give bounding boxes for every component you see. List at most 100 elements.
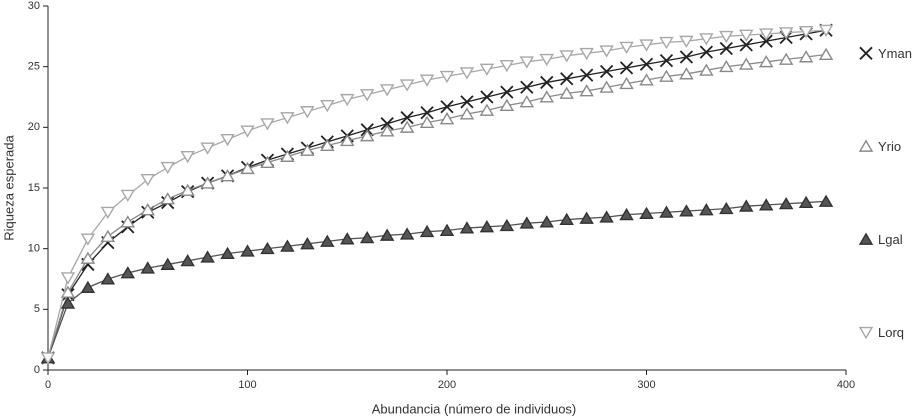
marker	[439, 112, 455, 125]
marker	[579, 211, 594, 224]
marker	[280, 239, 295, 252]
legend-label: Yrio	[878, 139, 901, 154]
marker	[539, 53, 554, 67]
marker	[719, 201, 734, 215]
marker	[559, 86, 574, 99]
y-tick-label: 30	[28, 0, 40, 12]
marker	[798, 25, 814, 39]
series-line	[47, 29, 827, 359]
marker	[659, 53, 674, 68]
marker	[639, 57, 654, 71]
marker	[778, 196, 794, 210]
marker	[818, 194, 834, 207]
x-tick-label: 200	[438, 379, 456, 391]
marker	[479, 103, 495, 116]
legend-label: Lorq	[878, 325, 904, 340]
legend-label: Lgal	[878, 232, 903, 247]
marker	[699, 63, 714, 76]
marker	[599, 45, 614, 58]
marker	[559, 50, 574, 63]
marker	[260, 241, 275, 255]
marker	[599, 64, 614, 79]
legend-marker	[858, 232, 874, 245]
marker	[719, 41, 733, 56]
x-tick-label: 100	[238, 379, 256, 391]
marker	[499, 98, 515, 111]
marker	[759, 34, 773, 48]
marker	[359, 89, 375, 102]
marker	[639, 73, 654, 86]
marker	[100, 272, 116, 285]
marker	[679, 204, 694, 217]
marker	[559, 212, 574, 226]
marker	[180, 150, 195, 164]
marker	[439, 223, 455, 236]
marker	[220, 169, 235, 182]
marker	[240, 125, 255, 138]
y-tick-label: 10	[28, 243, 40, 255]
marker	[419, 74, 435, 87]
marker	[599, 80, 614, 93]
marker	[100, 229, 116, 243]
marker	[120, 189, 136, 203]
marker	[419, 224, 435, 238]
marker	[40, 352, 56, 365]
marker	[758, 198, 774, 211]
marker	[60, 296, 76, 309]
marker	[699, 45, 713, 59]
marker	[639, 39, 654, 52]
marker	[798, 50, 814, 63]
marker	[160, 161, 175, 175]
marker	[619, 41, 634, 55]
marker	[499, 59, 515, 73]
marker	[180, 183, 195, 196]
marker	[619, 61, 634, 75]
marker	[719, 30, 734, 44]
marker	[140, 261, 155, 274]
x-axis-label: Abundancia (número de individuos)	[372, 401, 577, 416]
marker	[80, 280, 96, 293]
marker	[499, 218, 515, 232]
marker	[479, 63, 495, 76]
marker	[320, 234, 335, 247]
y-tick-label: 0	[34, 364, 40, 376]
marker	[659, 205, 674, 218]
marker	[479, 220, 495, 233]
marker	[380, 117, 394, 131]
marker	[459, 67, 475, 80]
marker	[519, 216, 535, 229]
marker	[639, 206, 654, 219]
marker	[359, 230, 375, 244]
marker	[180, 254, 195, 267]
marker	[739, 29, 754, 42]
marker	[679, 67, 694, 80]
marker	[220, 246, 235, 260]
marker	[320, 99, 335, 113]
marker	[719, 59, 734, 73]
y-tick-label: 25	[28, 61, 40, 73]
marker	[300, 143, 315, 156]
marker	[240, 244, 255, 257]
legend-marker	[858, 326, 874, 340]
marker	[280, 149, 295, 162]
marker	[539, 90, 554, 103]
marker	[399, 79, 415, 92]
marker	[220, 133, 235, 147]
marker	[200, 250, 215, 263]
marker	[140, 203, 155, 216]
marker	[619, 76, 634, 90]
y-tick-label: 15	[28, 182, 40, 194]
marker	[659, 69, 674, 82]
x-tick-label: 300	[637, 379, 655, 391]
y-tick-label: 20	[28, 121, 40, 133]
marker	[80, 233, 96, 246]
marker	[619, 207, 634, 221]
marker	[758, 55, 774, 68]
marker	[200, 142, 215, 155]
marker	[340, 93, 355, 107]
marker	[739, 199, 754, 212]
marker	[818, 24, 834, 38]
marker	[340, 133, 355, 147]
legend-marker	[858, 139, 874, 152]
